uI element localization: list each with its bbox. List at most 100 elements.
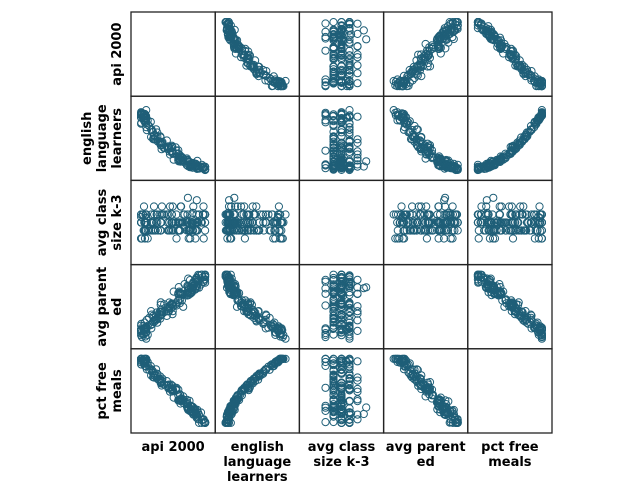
data-point [248, 61, 257, 70]
data-point [353, 307, 362, 316]
data-point [446, 234, 455, 243]
data-point [252, 316, 261, 325]
data-point [422, 53, 431, 62]
data-point [505, 150, 514, 159]
data-point [442, 155, 451, 165]
data-point [337, 310, 346, 319]
data-point [537, 234, 547, 243]
data-point [440, 196, 449, 205]
panel-2-3 [382, 179, 469, 266]
data-point [226, 226, 235, 235]
data-point [345, 322, 354, 331]
data-point [416, 133, 425, 142]
data-point [329, 378, 338, 387]
data-point [195, 418, 204, 427]
data-point [495, 202, 504, 211]
data-point [530, 117, 539, 126]
data-point [397, 357, 406, 366]
data-point [240, 202, 249, 211]
data-point [417, 202, 426, 211]
data-point [183, 282, 192, 291]
data-point [195, 271, 204, 280]
data-point [419, 380, 428, 389]
data-point [329, 149, 338, 158]
data-point [243, 226, 252, 235]
data-point [439, 234, 449, 243]
data-point [440, 202, 450, 211]
data-point [242, 218, 251, 227]
panel-0-4 [467, 11, 553, 97]
data-point [353, 61, 362, 70]
data-point [436, 210, 445, 219]
data-point [345, 18, 354, 27]
data-point [353, 302, 362, 311]
data-point [329, 133, 338, 142]
data-point [162, 210, 171, 219]
data-point [179, 154, 188, 163]
data-point [239, 210, 248, 219]
data-point [345, 275, 354, 284]
data-point [165, 302, 175, 311]
data-point [490, 161, 499, 170]
data-point [490, 226, 499, 235]
data-point [477, 24, 486, 34]
data-point [139, 210, 148, 219]
data-point [183, 210, 192, 219]
data-point [337, 365, 346, 374]
data-point [485, 275, 494, 284]
data-point [321, 284, 330, 293]
data-point [353, 316, 362, 325]
panel-4-0 [130, 348, 216, 434]
data-point [345, 362, 354, 371]
data-point [276, 234, 285, 243]
panel-3-0 [130, 263, 216, 350]
data-point [445, 418, 454, 427]
data-point [337, 164, 346, 173]
data-point [537, 108, 547, 117]
data-point [321, 277, 330, 286]
column-label: size k-3 [313, 455, 369, 470]
data-point [414, 376, 423, 385]
data-point [321, 164, 330, 173]
data-point [412, 125, 421, 134]
data-point [223, 412, 232, 421]
data-point [183, 193, 192, 202]
data-point [337, 381, 346, 390]
data-point [337, 315, 346, 324]
data-point [527, 218, 536, 227]
data-point [186, 234, 195, 243]
data-point [414, 381, 423, 390]
data-point [337, 35, 346, 45]
data-point [453, 226, 462, 235]
data-point [474, 278, 483, 287]
data-point [345, 374, 354, 383]
data-point [321, 146, 330, 155]
data-point [413, 365, 422, 375]
data-point [329, 116, 338, 125]
data-point [353, 397, 362, 406]
data-point [321, 383, 330, 392]
data-point [516, 61, 525, 70]
data-point [453, 164, 462, 173]
data-point [345, 24, 354, 33]
data-point [434, 32, 443, 42]
data-point [495, 42, 504, 51]
data-point [234, 226, 243, 235]
data-point [279, 82, 288, 91]
row-label: avg class [95, 188, 110, 256]
data-point [393, 108, 402, 117]
data-point [497, 202, 506, 211]
data-point [269, 362, 278, 371]
data-point [425, 62, 435, 71]
data-point [139, 359, 148, 368]
data-point [152, 218, 161, 227]
panel-0-0 [130, 11, 216, 97]
data-point [402, 79, 411, 89]
data-point [337, 298, 346, 307]
data-point [147, 310, 156, 319]
data-point [232, 39, 242, 49]
data-point [279, 354, 288, 363]
data-point [271, 226, 280, 235]
data-point [337, 44, 346, 54]
data-point [442, 35, 451, 45]
